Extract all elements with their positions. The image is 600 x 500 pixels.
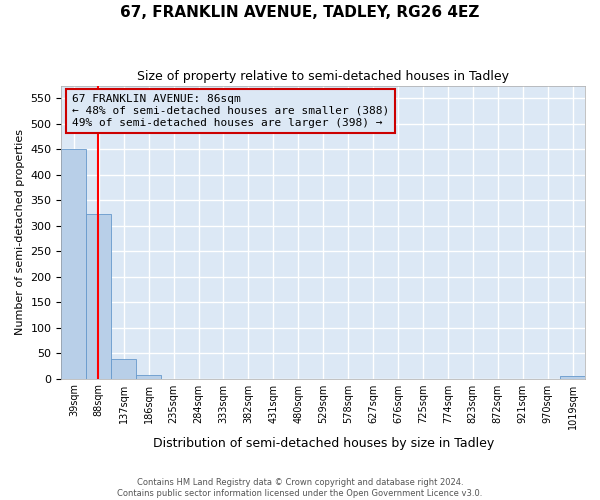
- Y-axis label: Number of semi-detached properties: Number of semi-detached properties: [15, 129, 25, 335]
- Bar: [86, 214, 111, 378]
- Text: Contains HM Land Registry data © Crown copyright and database right 2024.
Contai: Contains HM Land Registry data © Crown c…: [118, 478, 482, 498]
- Bar: [136, 376, 161, 378]
- Text: 67 FRANKLIN AVENUE: 86sqm
← 48% of semi-detached houses are smaller (388)
49% of: 67 FRANKLIN AVENUE: 86sqm ← 48% of semi-…: [72, 94, 389, 128]
- X-axis label: Distribution of semi-detached houses by size in Tadley: Distribution of semi-detached houses by …: [152, 437, 494, 450]
- Text: 67, FRANKLIN AVENUE, TADLEY, RG26 4EZ: 67, FRANKLIN AVENUE, TADLEY, RG26 4EZ: [121, 5, 479, 20]
- Bar: [560, 376, 585, 378]
- Title: Size of property relative to semi-detached houses in Tadley: Size of property relative to semi-detach…: [137, 70, 509, 83]
- Bar: [61, 150, 86, 378]
- Bar: [111, 359, 136, 378]
